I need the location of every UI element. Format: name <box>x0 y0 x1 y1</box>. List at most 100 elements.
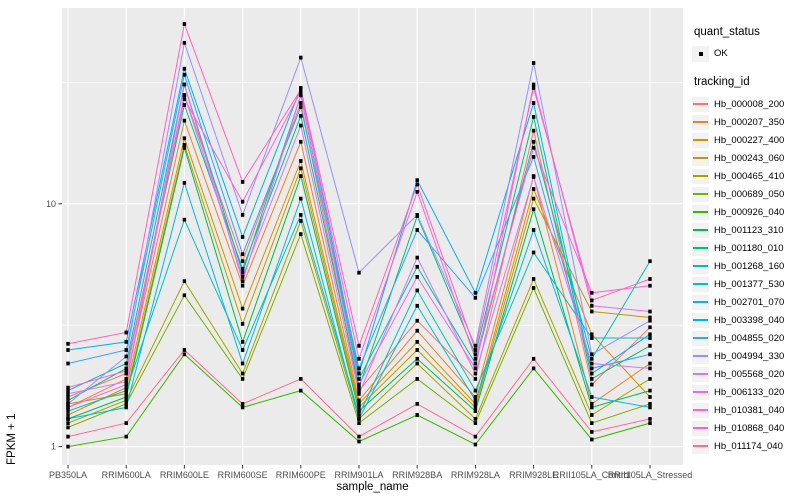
data-point <box>66 385 70 390</box>
x-tick-label: RRIM600LA <box>102 470 151 480</box>
axes: 1 10 PB350LA RRIM600LA RRIM600LE RRIM600SE RRI… <box>46 199 692 480</box>
legend-entry-Hb_000689_050: Hb_000689_050 <box>692 185 798 203</box>
legend-key-box <box>692 114 709 130</box>
data-point <box>648 283 652 288</box>
data-point <box>590 352 594 357</box>
legend-entry-Hb_000008_200: Hb_000008_200 <box>692 95 798 113</box>
legend-key-box <box>692 312 709 328</box>
data-point <box>648 405 652 410</box>
data-point <box>648 395 652 399</box>
data-point <box>182 279 187 284</box>
legend-key-box <box>692 420 709 436</box>
legend-key-box <box>692 330 709 346</box>
data-point <box>590 298 594 303</box>
x-axis-title: sample_name <box>336 481 409 493</box>
legend-entry-label: Hb_001180_010 <box>714 242 784 254</box>
legend-color-line <box>693 157 708 159</box>
data-point <box>590 413 594 417</box>
legend-color-line <box>693 355 708 357</box>
data-point <box>473 398 478 403</box>
data-point <box>124 354 128 359</box>
data-point <box>299 377 303 381</box>
legend-color-line <box>693 391 708 393</box>
data-point <box>357 439 361 444</box>
data-point <box>299 123 303 128</box>
data-point <box>66 398 70 403</box>
data-point <box>357 356 361 361</box>
tracking-id-entries: Hb_000008_200 Hb_000207_350 Hb_000227_400 H… <box>692 95 798 455</box>
data-point <box>590 361 594 366</box>
data-point <box>299 114 303 118</box>
data-point <box>531 207 536 212</box>
data-point <box>648 315 652 320</box>
legend-entry-Hb_002701_070: Hb_002701_070 <box>692 293 798 311</box>
legend-color-line <box>693 319 708 321</box>
data-point <box>590 377 594 381</box>
data-point <box>531 128 536 133</box>
legend-key-box <box>692 96 709 112</box>
legend-entry-label: Hb_002701_070 <box>714 296 785 308</box>
x-tick-label: RRII105LA_Stressed <box>608 470 693 480</box>
data-point <box>415 255 419 260</box>
legend-entry-Hb_003398_040: Hb_003398_040 <box>692 311 798 329</box>
data-point <box>357 391 361 396</box>
legend-key-box <box>692 348 709 364</box>
legend-key-box <box>692 276 709 292</box>
legend-color-line <box>693 229 708 231</box>
data-point <box>299 87 303 92</box>
data-point <box>240 377 245 381</box>
data-point <box>66 388 70 393</box>
legend-entry-label: Hb_010868_040 <box>714 422 785 434</box>
data-point <box>299 388 303 393</box>
x-tick-label: RRIM928BA <box>392 470 442 480</box>
data-point <box>648 366 652 371</box>
legend-entry-label: Hb_006133_020 <box>714 386 785 398</box>
legend-key-box <box>692 150 709 166</box>
data-point <box>124 405 128 410</box>
data-point <box>357 405 361 410</box>
data-point <box>648 332 652 337</box>
legend-entry-label: Hb_004855_020 <box>714 332 785 344</box>
data-point <box>415 264 419 269</box>
data-point <box>182 103 187 107</box>
legend-entry-label: Hb_005568_020 <box>714 368 785 380</box>
legend-key-box <box>692 438 709 454</box>
data-point <box>182 97 187 101</box>
data-point <box>240 348 245 352</box>
data-point <box>66 409 70 413</box>
legend-key-box <box>692 384 709 400</box>
data-point <box>240 306 245 311</box>
data-point <box>240 252 245 257</box>
legend-color-line <box>693 121 708 123</box>
data-point <box>124 382 128 387</box>
legend-entry-label: Hb_000227_400 <box>714 134 785 146</box>
x-tick-label: RRIM901LA <box>334 470 383 480</box>
data-point <box>240 279 245 284</box>
data-point <box>648 309 652 314</box>
y-axis-title: FPKM + 1 <box>6 413 18 465</box>
data-point <box>66 391 70 396</box>
ok-point-icon <box>698 51 703 56</box>
data-point <box>473 405 478 410</box>
data-point <box>590 437 594 442</box>
data-point <box>182 348 187 352</box>
legend-color-line <box>693 445 708 447</box>
data-point <box>473 395 478 399</box>
legend-entry-Hb_000227_400: Hb_000227_400 <box>692 131 798 149</box>
data-point <box>473 295 478 300</box>
data-point <box>415 228 419 232</box>
data-point <box>648 361 652 366</box>
data-point <box>182 142 187 147</box>
data-point <box>473 377 478 381</box>
legend-key-box <box>692 366 709 382</box>
legend-entry-label: Hb_004994_330 <box>714 350 785 362</box>
data-point <box>240 275 245 279</box>
data-point <box>299 196 303 201</box>
data-point <box>182 118 187 123</box>
data-point <box>531 187 536 191</box>
data-point <box>648 325 652 330</box>
data-point <box>124 398 128 403</box>
legend-entry-label: Hb_000689_050 <box>714 188 785 200</box>
data-point <box>648 377 652 381</box>
data-point <box>124 340 128 344</box>
